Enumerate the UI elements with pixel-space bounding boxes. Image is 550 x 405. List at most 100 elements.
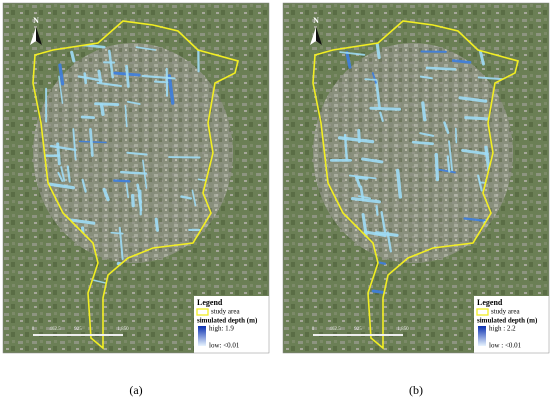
flood-streak: [56, 142, 61, 166]
depth-ramp: [478, 326, 486, 346]
legend-label: high : 2.2: [489, 325, 516, 333]
flood-streak: [81, 178, 87, 193]
north-label: N: [313, 16, 319, 25]
flood-streak: [49, 144, 77, 152]
flood-streak: [355, 176, 362, 188]
flood-streak: [411, 140, 434, 146]
study-area-boundary: [32, 20, 239, 350]
legend-box: [194, 296, 269, 353]
flood-streak: [180, 195, 193, 200]
flood-streak: [357, 195, 372, 200]
north-arrow: [30, 27, 36, 45]
flood-streak: [350, 197, 381, 204]
flood-streak: [77, 75, 103, 82]
caption: (a): [129, 383, 142, 397]
north-arrow: [36, 27, 42, 45]
depth-ramp: [198, 326, 206, 346]
flood-streak: [364, 78, 377, 81]
scale-label: 0: [32, 327, 35, 332]
flood-streak: [66, 165, 71, 183]
legend-box: [474, 296, 549, 353]
flood-streak: [93, 279, 107, 284]
flood-streak: [72, 128, 77, 161]
flood-streak: [89, 127, 94, 157]
north-arrow: [310, 27, 316, 45]
flood-streak: [96, 81, 123, 88]
flood-streak: [361, 157, 384, 164]
study-area-swatch: [196, 308, 209, 316]
flood-streak: [141, 74, 176, 80]
scale-label: 925: [74, 327, 82, 332]
flood-streak: [137, 194, 143, 212]
flood-streak: [167, 74, 175, 105]
flood-streak: [118, 226, 124, 260]
flood-streak: [94, 102, 120, 106]
scale-label: 925: [354, 327, 362, 332]
flood-streak: [102, 187, 110, 202]
flood-streak: [60, 166, 66, 182]
scale-label: 462.5: [49, 327, 61, 332]
flood-streak: [374, 79, 381, 110]
legend-title: Legend: [197, 298, 223, 307]
flood-streak: [135, 46, 156, 51]
legend-label: simulated depth (m): [477, 317, 538, 325]
flood-streak: [434, 152, 440, 182]
flood-streak: [153, 80, 169, 84]
study-area-swatch: [476, 308, 489, 316]
flood-streak: [80, 115, 95, 120]
scale-label: 462.5: [329, 327, 341, 332]
flood-streak: [126, 100, 141, 105]
north-label: N: [33, 16, 39, 25]
flood-streak: [46, 182, 75, 190]
legend-title: Legend: [477, 298, 503, 307]
flood-streak: [369, 106, 402, 111]
flood-streak: [443, 121, 450, 134]
flood-streak: [451, 59, 472, 64]
flood-streak: [126, 151, 148, 156]
caption: (b): [409, 383, 423, 397]
flood-streak: [57, 171, 64, 182]
flood-streak: [458, 96, 488, 103]
legend-label: high: 1.9: [209, 325, 234, 333]
flood-streak: [124, 104, 128, 128]
scale-bar: [33, 334, 123, 336]
flood-streak: [70, 50, 76, 63]
flood-streak: [379, 111, 384, 122]
flood-streak: [461, 149, 489, 156]
flood-streak: [125, 182, 129, 199]
flood-streak: [354, 176, 369, 180]
flood-streak: [454, 127, 458, 144]
flood-streak: [361, 212, 368, 236]
flood-streak: [371, 72, 377, 84]
flood-streak: [130, 193, 135, 208]
panel-frame: [282, 2, 550, 354]
flood-streak: [154, 217, 159, 232]
flood-streak: [380, 211, 387, 234]
flood-streak: [345, 51, 352, 69]
flood-streak: [374, 231, 399, 237]
flood-streak: [108, 49, 114, 79]
flood-streak: [435, 168, 456, 174]
flood-streak: [421, 101, 427, 122]
flood-streak: [446, 155, 451, 173]
scale-label: 1,850: [397, 327, 409, 332]
flood-streak: [375, 205, 379, 216]
legend-label: low: <0.01: [209, 342, 240, 350]
flood-streak: [337, 136, 375, 144]
scale-bar: [313, 334, 403, 336]
legend-label: low : <0.01: [489, 342, 522, 350]
flood-streak: [58, 75, 64, 104]
flood-streak: [191, 189, 197, 207]
scale-label: 0: [312, 327, 315, 332]
flood-streak: [67, 218, 96, 225]
flood-streak: [97, 69, 103, 84]
legend-label: simulated depth (m): [197, 317, 258, 325]
flood-streak: [83, 72, 88, 85]
flood-streak: [99, 103, 105, 116]
flood-streak: [359, 185, 365, 202]
flood-streak: [448, 140, 454, 172]
